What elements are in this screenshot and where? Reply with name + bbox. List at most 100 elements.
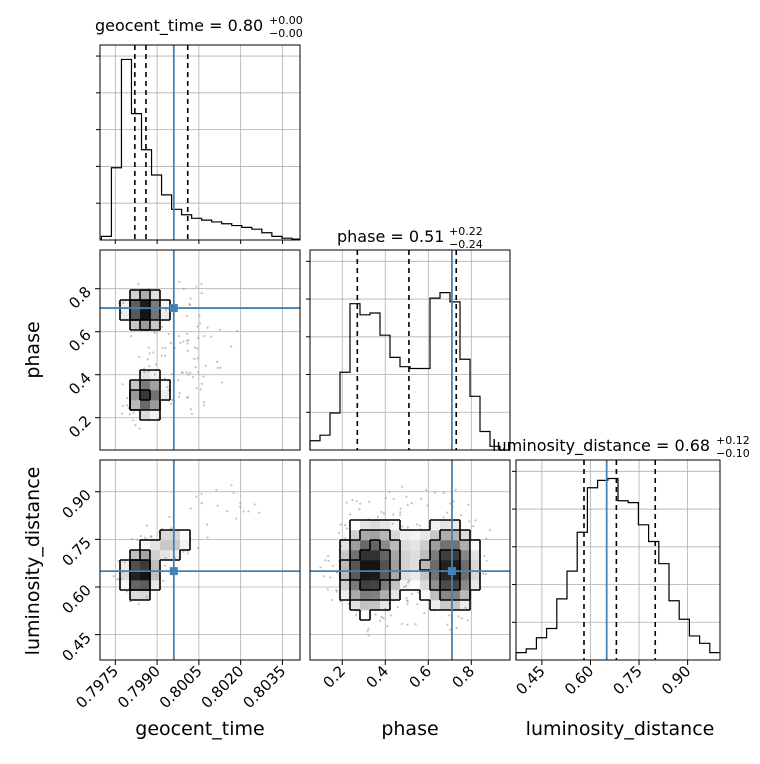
luminosity_distance_vs_geocent_time-sample <box>216 504 219 507</box>
luminosity_distance_vs_phase-cell-7-12 <box>380 530 391 541</box>
phase_vs_geocent_time-sample <box>132 411 135 414</box>
phase_vs_geocent_time-sample <box>202 401 206 404</box>
luminosity_distance_vs_phase-sample <box>442 491 445 494</box>
luminosity_distance_vs_geocent_time-cell-5-10 <box>150 550 161 561</box>
luminosity_distance_vs_phase-sample <box>449 502 452 505</box>
phase_vs_geocent_time-sample <box>148 352 151 355</box>
luminosity_distance_vs_geocent_time-sample <box>125 590 129 593</box>
luminosity_distance_vs_phase-sample <box>376 515 380 518</box>
luminosity_distance_vs_phase-sample <box>380 510 383 514</box>
phase_vs_geocent_time-sample <box>186 349 189 352</box>
luminosity_distance_vs_phase-sample <box>366 630 369 633</box>
xlabel-luminosity_distance: luminosity_distance <box>526 718 715 740</box>
phase_vs_geocent_time-sample <box>170 402 173 406</box>
luminosity_distance_vs_phase-cell-12-6 <box>430 590 441 601</box>
phase_vs_geocent_time-sample <box>128 413 131 416</box>
luminosity_distance_vs_phase-cell-12-9 <box>430 560 441 571</box>
luminosity_distance_vs_phase-cell-6-6 <box>370 590 381 601</box>
luminosity_distance_vs_phase-sample <box>416 603 419 606</box>
luminosity_distance_vs_phase-cell-5-7 <box>360 580 371 591</box>
luminosity_distance_vs_geocent_time-sample <box>130 537 133 541</box>
phase_vs_geocent_time-sample <box>180 371 184 374</box>
luminosity_distance_vs_geocent_time-sample <box>200 492 203 495</box>
luminosity_distance_vs_phase-cell-6-7 <box>370 580 381 591</box>
luminosity_distance_vs_phase-cell-14-6 <box>450 590 461 601</box>
luminosity_distance_vs_phase-cell-3-10 <box>340 550 351 561</box>
luminosity_distance_vs_geocent_time-cell-4-10 <box>140 550 151 561</box>
luminosity_distance_vs_phase-cell-4-11 <box>350 540 361 551</box>
luminosity_distance_vs_geocent_time-cell-5-7 <box>150 580 161 591</box>
phase_vs_geocent_time-cell-6-5 <box>160 390 171 401</box>
luminosity_distance_vs_phase-cell-13-8 <box>440 570 451 581</box>
luminosity_distance_vs_geocent_time-sample <box>116 578 119 581</box>
phase_vs_geocent_time-sample <box>163 354 167 357</box>
phase_vs_geocent_time-cell-4-7 <box>140 370 151 381</box>
luminosity_distance_vs_phase-sample <box>391 522 394 525</box>
luminosity_distance_vs_geocent_time-sample <box>169 527 173 530</box>
phase_vs_geocent_time-sample <box>203 335 206 338</box>
phase_vs_geocent_time-sample <box>189 371 192 374</box>
phase_vs_geocent_time-sample <box>195 387 198 390</box>
luminosity_distance_vs_phase-cell-13-6 <box>440 590 451 601</box>
luminosity_distance_vs_geocent_time-sample <box>123 561 127 564</box>
luminosity_distance_vs_phase-sample <box>406 602 409 606</box>
luminosity_distance_vs_phase-cell-6-13 <box>370 520 381 531</box>
luminosity_distance-ytick-label-2: 0.75 <box>58 533 94 569</box>
luminosity_distance_vs_phase-sample <box>337 531 341 534</box>
luminosity_distance_vs_phase-cell-12-7 <box>430 580 441 591</box>
luminosity_distance_vs_geocent_time-sample <box>215 488 218 492</box>
luminosity_distance_vs_phase-cell-5-13 <box>360 520 371 531</box>
luminosity_distance_vs_phase-sample <box>399 513 402 517</box>
luminosity_distance_vs_phase-cell-10-8 <box>410 570 421 581</box>
luminosity_distance_vs_phase-cell-10-11 <box>410 540 421 551</box>
luminosity_distance_vs_phase-sample <box>482 572 485 575</box>
luminosity_distance_vs_phase-sample <box>345 527 348 530</box>
luminosity_distance_vs_geocent_time-cell-4-8 <box>140 570 151 581</box>
luminosity_distance_vs_geocent_time-sample <box>164 556 167 560</box>
luminosity_distance_vs_geocent_time-cell-7-12 <box>170 530 181 541</box>
luminosity_distance_vs_phase-cell-14-13 <box>450 520 461 531</box>
luminosity_distance_vs_phase-sample <box>351 498 354 502</box>
phase_vs_geocent_time-cell-4-6 <box>140 380 151 391</box>
luminosity_distance_vs_phase-sample <box>331 565 335 568</box>
phase_vs_geocent_time-cell-4-3 <box>140 410 151 421</box>
luminosity_distance_vs_phase-cell-9-9 <box>400 560 411 571</box>
geocent_time-hist-frame <box>99 44 301 241</box>
luminosity_distance_vs_geocent_time-cell-6-10 <box>160 550 171 561</box>
phase_vs_geocent_time-sample <box>161 346 165 350</box>
luminosity_distance_vs_phase-sample <box>449 628 452 631</box>
luminosity_distance_vs_phase-sample <box>324 559 327 562</box>
phase_vs_geocent_time-sample <box>137 282 140 285</box>
luminosity_distance_vs_phase-frame <box>309 459 511 661</box>
luminosity_distance_vs_phase-cell-4-9 <box>350 560 361 571</box>
phase-ytick-label-2: 0.6 <box>65 326 95 356</box>
luminosity_distance_vs_geocent_time-sample <box>226 510 229 513</box>
phase_vs_geocent_time-sample <box>185 332 189 336</box>
geocent_time-hist-step <box>100 58 300 240</box>
luminosity_distance_vs_phase-sample <box>406 526 410 529</box>
phase_vs_geocent_time-sample <box>199 388 202 391</box>
luminosity_distance_vs_phase-sample <box>405 599 409 602</box>
luminosity_distance_vs_phase-cell-4-5 <box>350 600 361 611</box>
luminosity_distance_vs_phase-sample <box>400 485 404 488</box>
luminosity_distance_vs_phase-cell-3-7 <box>340 580 351 591</box>
luminosity_distance_vs_phase-sample <box>343 524 347 527</box>
luminosity_distance_vs_phase-sample <box>488 529 491 532</box>
phase_vs_geocent_time-sample <box>193 357 196 360</box>
luminosity_distance_vs_geocent_time-sample <box>239 505 242 508</box>
luminosity_distance_vs_phase-contour-2 <box>349 539 461 591</box>
luminosity_distance_vs_phase-cell-15-12 <box>460 530 471 541</box>
luminosity_distance_vs_phase-cell-10-12 <box>410 530 421 541</box>
luminosity_distance_vs_geocent_time-sample <box>242 510 245 513</box>
phase_vs_geocent_time-sample <box>206 326 209 329</box>
luminosity_distance_vs_phase-cell-9-10 <box>400 550 411 561</box>
luminosity_distance_vs_phase-cell-5-8 <box>360 570 371 581</box>
luminosity_distance_vs_phase-cell-8-10 <box>390 550 401 561</box>
luminosity_distance_vs_phase-cell-3-6 <box>340 590 351 601</box>
luminosity_distance_vs_phase-cell-4-13 <box>350 520 361 531</box>
luminosity_distance_vs_phase-cell-8-13 <box>390 520 401 531</box>
luminosity_distance_vs_phase-sample <box>405 495 408 498</box>
luminosity_distance_vs_phase-sample <box>392 497 395 500</box>
luminosity_distance_vs_phase-cell-11-11 <box>420 540 431 551</box>
phase_vs_geocent_time-cell-4-13 <box>140 310 151 321</box>
